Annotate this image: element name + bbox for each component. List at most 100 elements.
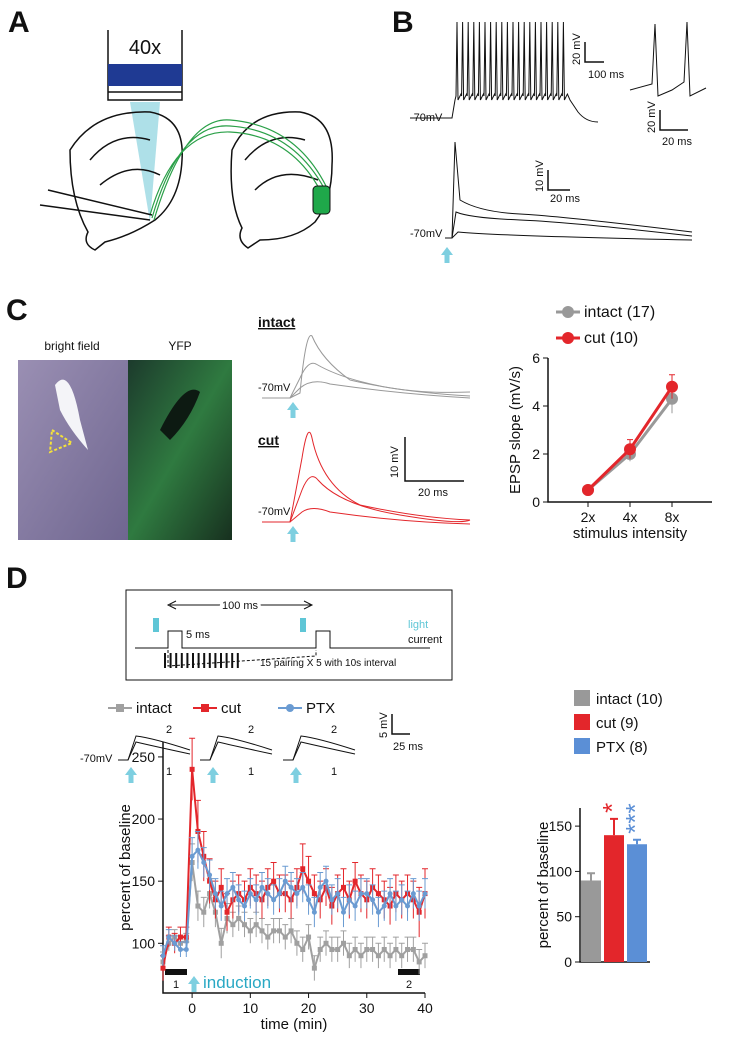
marker (195, 847, 201, 853)
y-tick-label: 250 (132, 749, 156, 765)
legend-label: intact (136, 700, 173, 717)
marker (160, 965, 166, 971)
marker (422, 953, 428, 959)
marker (259, 884, 265, 890)
marker (370, 947, 376, 953)
marker (183, 947, 189, 953)
marker (189, 853, 195, 859)
marker (276, 891, 282, 897)
marker (422, 891, 428, 897)
y-tick-label: 50 (556, 909, 572, 925)
marker (288, 928, 294, 934)
marker (282, 934, 288, 940)
marker (323, 940, 329, 946)
x-tick-label: 0 (188, 1000, 196, 1016)
marker (236, 897, 242, 903)
bar (604, 835, 624, 962)
x-tick-label: 30 (359, 1000, 375, 1016)
rest-label: -70mV (80, 753, 113, 765)
scale-bar (659, 110, 688, 131)
scale-label: 20 ms (550, 193, 580, 205)
x-tick-label: 10 (243, 1000, 259, 1016)
protocol-box (125, 589, 453, 681)
marker (271, 878, 277, 884)
window-label: 2 (406, 979, 412, 991)
y-tick-label: 6 (532, 350, 540, 366)
rest-label: -70mV (258, 382, 291, 394)
trace (200, 735, 273, 761)
marker (323, 878, 329, 884)
error-bar (610, 817, 618, 836)
legend-swatch (574, 714, 590, 730)
panel-label: A (8, 6, 30, 39)
ltp-traces (118, 735, 356, 761)
legend-label: PTX (306, 700, 335, 717)
scale-bar (584, 42, 604, 63)
marker (387, 953, 393, 959)
marker (624, 443, 636, 456)
baseline-window (165, 969, 187, 975)
protocol-label: 15 pairing X 5 with 10s interval (260, 658, 396, 669)
induction-arrow (188, 976, 200, 992)
marker (666, 380, 678, 393)
marker (352, 878, 358, 884)
axes (162, 742, 425, 994)
marker (317, 884, 323, 890)
y-tick-label: 2 (532, 446, 540, 462)
induction-label: induction (203, 973, 271, 992)
stim-arrow (125, 767, 137, 783)
marker (236, 915, 242, 921)
trace-label: 1 (166, 766, 172, 778)
stim-arrow (287, 526, 299, 542)
marker (393, 903, 399, 909)
stim-arrow (441, 247, 453, 263)
trace (118, 741, 191, 761)
y-axis-label: EPSP slope (mV/s) (507, 366, 524, 494)
marker (393, 947, 399, 953)
series-line (586, 385, 674, 492)
micrographs (18, 360, 232, 540)
marker (265, 934, 271, 940)
marker (195, 903, 201, 909)
bar (581, 880, 601, 962)
x-tick-label: 4x (623, 509, 638, 525)
marker (311, 909, 317, 915)
panel-label: B (392, 6, 414, 39)
marker (410, 947, 416, 953)
rest-label: -70mV (410, 228, 443, 240)
scale-label: 5 mV (378, 712, 390, 738)
y-tick-label: 0 (564, 954, 572, 970)
marker (311, 891, 317, 897)
marker (253, 897, 259, 903)
marker (271, 928, 277, 934)
marker (218, 903, 224, 909)
trace-label: 2 (166, 724, 172, 736)
trace-label: 2 (331, 724, 337, 736)
legend-swatch (574, 738, 590, 754)
marker (364, 947, 370, 953)
marker (358, 891, 364, 897)
marker (172, 940, 178, 946)
scale-label: 20 ms (418, 487, 448, 499)
pulse-label: 5 ms (186, 629, 210, 641)
x-axis-label: stimulus intensity (573, 525, 688, 542)
marker (387, 891, 393, 897)
trace-label: 1 (331, 766, 337, 778)
marker (352, 947, 358, 953)
legend-label: PTX (8) (596, 739, 648, 756)
y-axis-label: percent of baseline (117, 804, 134, 931)
marker (340, 884, 346, 890)
marker (212, 891, 218, 897)
marker (375, 891, 381, 897)
rest-label: -70mV (258, 506, 291, 518)
marker (166, 934, 172, 940)
y-tick-label: 150 (549, 818, 573, 834)
marker (416, 959, 422, 965)
image-label: YFP (168, 339, 191, 353)
legend-label: cut (9) (596, 715, 639, 732)
marker (375, 953, 381, 959)
marker (247, 928, 253, 934)
marker (335, 891, 341, 897)
y-tick-label: 100 (132, 935, 156, 951)
